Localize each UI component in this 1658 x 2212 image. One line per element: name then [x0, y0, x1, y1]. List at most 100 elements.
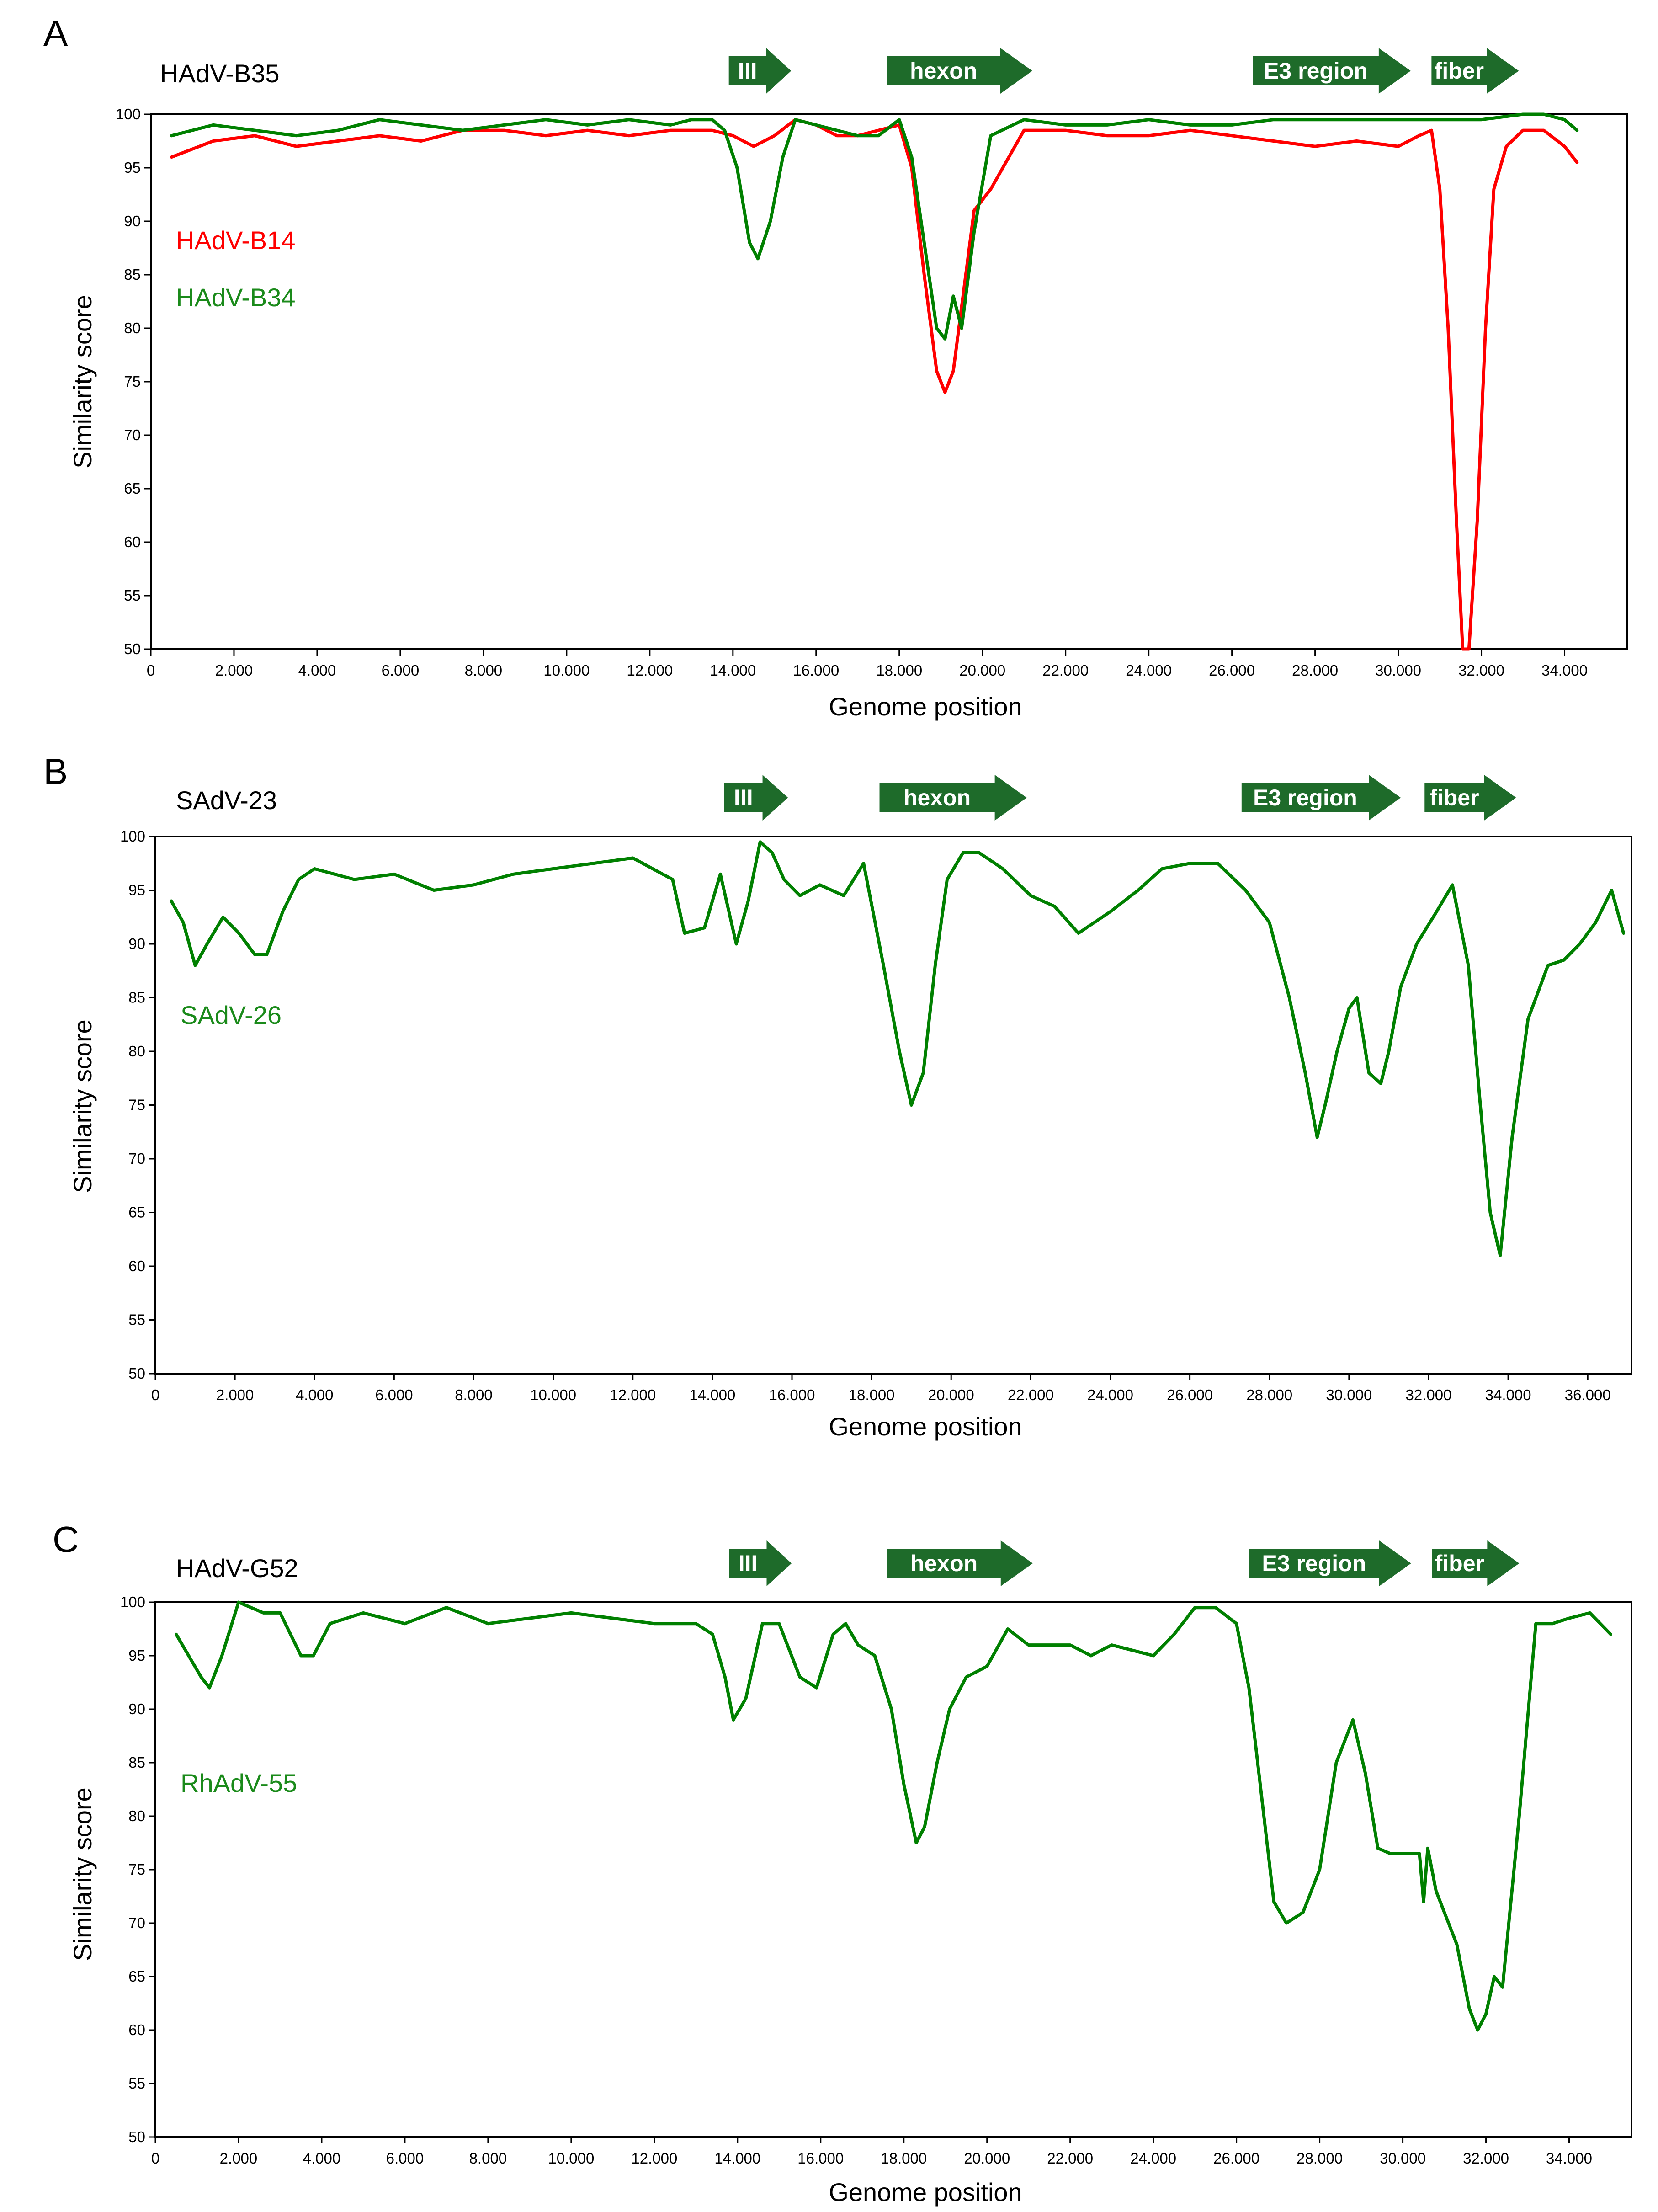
panel-b-series: [170, 840, 1626, 1257]
panel-letter-c: C: [53, 1519, 79, 1560]
panel-letter-a: A: [43, 13, 68, 53]
panel-a-gene-arrow-iii: [728, 48, 792, 94]
panel-b-gene-label-e3-region: E3 region: [1253, 785, 1357, 810]
panel-a-legend-hadv-b14: HAdV-B14: [176, 226, 296, 255]
panel-c-y-tick-label: 100: [120, 1594, 145, 1610]
panel-c-x-tick-label: 0: [151, 2150, 159, 2167]
panel-a-x-tick-label: 10.000: [543, 662, 590, 679]
panel-a-x-tick-label: 32.000: [1458, 662, 1504, 679]
panel-a-x-tick-label: 20.000: [959, 662, 1005, 679]
panel-a-x-tick-label: 24.000: [1126, 662, 1172, 679]
panel-a-y-tick-label: 85: [124, 266, 141, 283]
panel-c-x-tick-label: 24.000: [1130, 2150, 1176, 2167]
panel-c: C HAdV-G52 III hexon E3 region fiber 50 55 60…: [53, 1519, 1632, 2207]
panel-b-gene-label-hexon: hexon: [903, 785, 971, 810]
panel-a-gene-arrow-e3-region: [1253, 48, 1411, 94]
panel-a-series-line-hadv-b14: [170, 118, 1579, 651]
panel-b-x-tick-label: 28.000: [1246, 1386, 1292, 1403]
panel-c-x-tick-label: 2.000: [220, 2150, 258, 2167]
panel-a-legend-hadv-b34: HAdV-B34: [176, 283, 296, 312]
panel-b-y-tick-label: 55: [128, 1311, 145, 1328]
panel-a-x-tick-label: 6.000: [382, 662, 420, 679]
panel-c-x-tick-label: 32.000: [1463, 2150, 1509, 2167]
panel-c-x-tick-label: 10.000: [548, 2150, 594, 2167]
panel-a-gene-arrow-fiber: [1431, 48, 1519, 94]
panel-b-gene-label-iii: III: [734, 785, 753, 810]
panel-c-x-tick-label: 14.000: [714, 2150, 760, 2167]
panel-a-y-tick-label: 100: [116, 106, 141, 123]
panel-c-gene-label-hexon: hexon: [910, 1551, 978, 1576]
panel-a-gene-label-e3-region: E3 region: [1264, 58, 1368, 84]
panel-a-y-tick-label: 55: [124, 587, 141, 604]
panel-c-x-tick-label: 16.000: [797, 2150, 844, 2167]
panel-c-x-tick-label: 28.000: [1297, 2150, 1343, 2167]
panel-b-y-tick-label: 80: [128, 1043, 145, 1060]
panel-c-y-tick-label: 90: [128, 1700, 145, 1717]
panel-c-x-tick-label: 34.000: [1546, 2150, 1592, 2167]
panel-b-x-tick-label: 26.000: [1167, 1386, 1213, 1403]
panel-c-gene-arrow-iii: [729, 1540, 792, 1586]
panel-b-x-tick-label: 2.000: [216, 1386, 254, 1403]
panel-a-y-tick-label: 75: [124, 373, 141, 390]
panel-a-x-tick-label: 12.000: [627, 662, 673, 679]
panel-a-y-tick-label: 50: [124, 640, 141, 657]
panel-b-x-tick-label: 14.000: [689, 1386, 735, 1403]
panel-a-x-tick-label: 16.000: [793, 662, 839, 679]
panel-a-x-tick-label: 30.000: [1375, 662, 1421, 679]
panel-a-y-tick-label: 95: [124, 159, 141, 176]
panel-a-x-tick-label: 18.000: [876, 662, 922, 679]
panel-a-x-tick-label: 8.000: [465, 662, 503, 679]
panel-a-y-tick-label: 90: [124, 213, 141, 229]
panel-b-x-tick-label: 34.000: [1485, 1386, 1531, 1403]
panel-c-y-tick-label: 70: [128, 1914, 145, 1931]
panel-a: A HAdV-B35 III hexon E3 region fiber 50 55 60…: [43, 13, 1628, 721]
panel-b-axes: 50 55 60 65 70 75 80 85 90 95 100 0 2.000 4.000 6.000 8…: [120, 828, 1611, 1403]
panel-b-legend-sadv-26: SAdV-26: [181, 1001, 282, 1029]
panel-c-x-tick-label: 22.000: [1047, 2150, 1093, 2167]
panel-c-y-tick-label: 50: [128, 2128, 145, 2145]
panel-a-y-tick-label: 65: [124, 480, 141, 497]
panel-b-reference-label: SAdV-23: [176, 786, 277, 815]
panel-b-x-tick-label: 32.000: [1406, 1386, 1452, 1403]
panel-a-series-line-hadv-b34: [170, 112, 1579, 341]
panel-b-y-tick-label: 90: [128, 935, 145, 952]
panel-b-x-tick-label: 12.000: [610, 1386, 656, 1403]
panel-b-gene-arrow-e3-region: [1241, 775, 1401, 821]
panel-c-plot-area: [154, 1601, 1632, 2138]
panel-c-gene-arrow-hexon: [887, 1540, 1033, 1586]
panel-c-x-tick-label: 12.000: [631, 2150, 677, 2167]
panel-a-x-tick-label: 22.000: [1042, 662, 1089, 679]
panel-b-x-tick-label: 6.000: [375, 1386, 413, 1403]
panel-c-y-tick-label: 85: [128, 1754, 145, 1771]
panel-b-x-tick-label: 4.000: [296, 1386, 334, 1403]
panel-c-reference-label: HAdV-G52: [176, 1554, 298, 1583]
panel-b-series-line-sadv-26: [170, 840, 1626, 1257]
panel-b-y-tick-label: 70: [128, 1150, 145, 1167]
panel-b-y-tick-label: 60: [128, 1258, 145, 1274]
panel-c-y-tick-label: 80: [128, 1807, 145, 1824]
panel-b-x-tick-label: 0: [151, 1386, 159, 1403]
panel-c-legend-rhadv-55: RhAdV-55: [181, 1769, 297, 1797]
panel-c-x-tick-label: 8.000: [469, 2150, 507, 2167]
panel-c-x-tick-label: 6.000: [386, 2150, 424, 2167]
panel-a-x-tick-label: 2.000: [215, 662, 253, 679]
panel-b-x-tick-label: 10.000: [530, 1386, 576, 1403]
panel-a-x-tick-label: 4.000: [298, 662, 336, 679]
panel-b-x-tick-label: 22.000: [1008, 1386, 1054, 1403]
panel-b-x-tick-label: 8.000: [455, 1386, 493, 1403]
panel-c-gene-label-e3-region: E3 region: [1262, 1551, 1366, 1576]
panel-b-y-tick-label: 75: [128, 1097, 145, 1114]
panel-c-x-tick-label: 20.000: [964, 2150, 1010, 2167]
panel-c-gene-label-fiber: fiber: [1435, 1551, 1484, 1576]
panel-c-y-tick-label: 55: [128, 2075, 145, 2092]
panel-c-y-tick-label: 75: [128, 1861, 145, 1878]
panel-b-y-tick-label: 85: [128, 989, 145, 1006]
panel-b-gene-arrows: III hexon E3 region fiber: [724, 775, 1516, 821]
panel-c-y-axis-title: Similarity score: [68, 1787, 97, 1961]
panel-b-y-tick-label: 50: [128, 1365, 145, 1382]
panel-b-y-axis-title: Similarity score: [68, 1019, 97, 1193]
panel-a-y-tick-label: 70: [124, 426, 141, 443]
panel-a-x-tick-label: 0: [147, 662, 155, 679]
panel-a-series: [170, 112, 1579, 651]
panel-c-x-tick-label: 26.000: [1213, 2150, 1259, 2167]
